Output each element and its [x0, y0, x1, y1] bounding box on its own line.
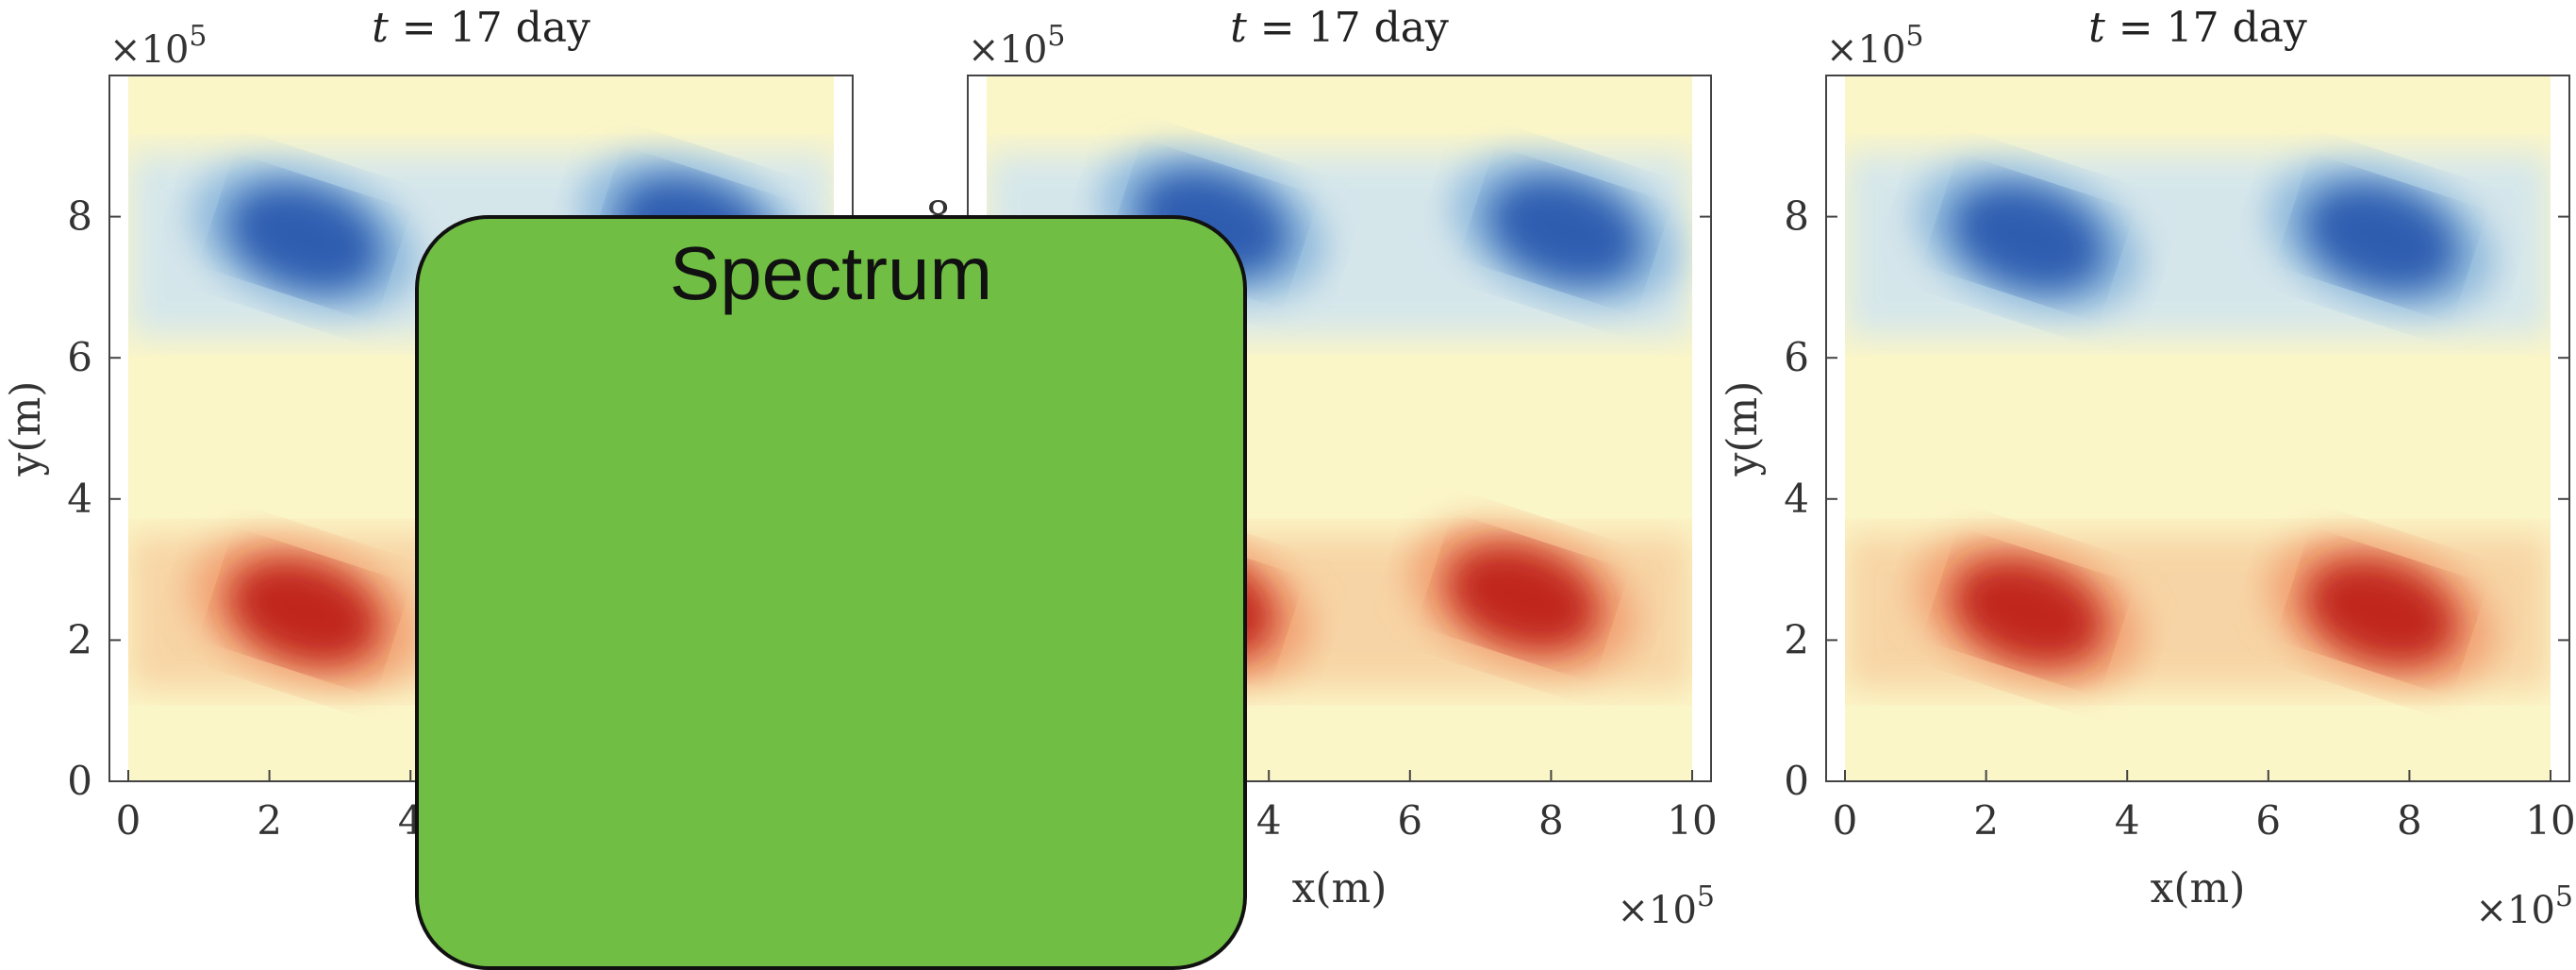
cold-vortex: [1953, 185, 2104, 291]
x-tick-label: 2: [257, 797, 282, 844]
spectrum-label: Spectrum: [669, 231, 993, 315]
y-exponent-label: ×105: [1826, 20, 1924, 72]
cold-vortex: [1489, 177, 1641, 284]
panel-title: t = 17 day: [372, 4, 590, 52]
x-tick-label: 8: [1538, 797, 1564, 844]
y-tick-label: 0: [1784, 758, 1809, 804]
y-tick-label: 6: [1784, 334, 1809, 380]
y-exponent-label: ×105: [109, 20, 208, 72]
figure: 0 2 4 0 2 4 6 8 t = 17 day ×105 ×105 y(m) 4 6 8 10 8 t = …: [2, 4, 2576, 930]
x-tick-label: 6: [2255, 797, 2281, 844]
x-exponent-label: ×105: [1617, 880, 1715, 930]
y-axis-label: y(m): [1719, 381, 1767, 477]
y-tick-label: 8: [1784, 193, 1809, 240]
y-tick-label: 4: [1784, 476, 1809, 522]
warm-vortex: [1447, 544, 1599, 651]
y-tick-label: 4: [67, 476, 92, 522]
x-axis-label: x(m): [1292, 864, 1388, 912]
x-axis-label: x(m): [2151, 864, 2246, 912]
panel-title: t = 17 day: [2088, 4, 2307, 52]
y-tick-label: 2: [67, 616, 92, 662]
cold-vortex: [2305, 185, 2457, 291]
x-tick-label: 8: [2397, 797, 2422, 844]
x-exponent-label: ×105: [2475, 880, 2573, 930]
spectrum-panel: Spectrum: [415, 215, 1247, 970]
y-axis-label: y(m): [2, 381, 50, 477]
x-tick-label: 2: [1973, 797, 1999, 844]
y-tick-label: 8: [67, 193, 92, 240]
warm-vortex: [1953, 559, 2104, 665]
panel-title: t = 17 day: [1230, 4, 1449, 52]
axes-frame: [1825, 75, 2570, 782]
x-tick-label: 4: [1256, 797, 1282, 844]
y-tick-label: 6: [67, 334, 92, 380]
x-tick-label: 0: [116, 797, 141, 844]
x-tick-label: 6: [1397, 797, 1422, 844]
cold-vortex: [229, 185, 380, 291]
y-tick-label: 0: [67, 758, 92, 804]
x-tick-label: 10: [1667, 797, 1717, 844]
x-tick-label: 4: [2115, 797, 2140, 844]
x-tick-label: 10: [2525, 797, 2575, 844]
warm-vortex: [229, 559, 380, 665]
y-exponent-label: ×105: [968, 20, 1066, 72]
panel-3: 0 2 4 6 8 10 0 2 4 6 8 t = 17 day ×105 ×105 x(m) y(m): [1719, 4, 2576, 930]
warm-vortex: [2305, 559, 2457, 665]
heatmap-field: [1845, 75, 2551, 781]
x-tick-label: 0: [1833, 797, 1858, 844]
y-tick-label: 2: [1784, 616, 1809, 662]
